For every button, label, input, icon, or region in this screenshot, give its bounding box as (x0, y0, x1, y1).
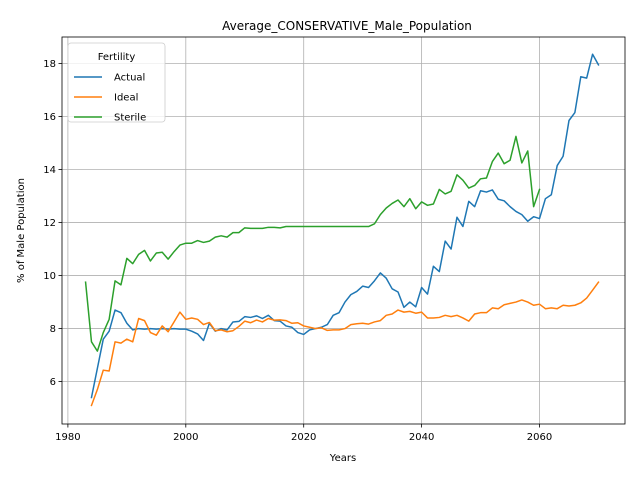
y-tick-label: 12 (43, 218, 56, 229)
legend-title: Fertility (98, 52, 136, 63)
x-tick-label: 1980 (55, 432, 80, 443)
series-line-actual (90, 53, 600, 399)
y-tick-label: 18 (43, 59, 56, 70)
y-tick-label: 14 (43, 165, 56, 176)
y-tick-label: 8 (50, 324, 56, 335)
x-tick-label: 2060 (527, 432, 552, 443)
series-layer (84, 53, 600, 407)
y-axis-ticks: 6 8 10 12 14 16 18 (43, 59, 62, 388)
legend-label-sterile: Sterile (114, 113, 146, 124)
series-line-sterile (84, 135, 541, 352)
legend-item-actual: Actual (74, 73, 145, 84)
legend-item-ideal: Ideal (74, 93, 138, 104)
legend-label-ideal: Ideal (114, 93, 138, 104)
x-axis-ticks: 1980 2000 2020 2040 2060 (55, 424, 552, 443)
legend-item-sterile: Sterile (74, 113, 146, 124)
legend-box (67, 42, 166, 123)
x-axis-label: Years (329, 453, 356, 464)
legend-label-actual: Actual (114, 73, 145, 84)
legend: Fertility Actual Ideal Sterile (67, 42, 166, 124)
x-tick-label: 2040 (409, 432, 434, 443)
y-tick-label: 10 (43, 271, 56, 282)
legend-items: Actual Ideal Sterile (74, 73, 146, 124)
y-tick-label: 6 (50, 377, 56, 388)
y-axis-label: % of Male Population (16, 178, 27, 283)
x-tick-label: 2020 (291, 432, 316, 443)
x-tick-label: 2000 (173, 432, 198, 443)
y-tick-label: 16 (43, 112, 56, 123)
grid-lines (62, 37, 625, 424)
chart-title: Average_CONSERVATIVE_Male_Population (222, 19, 472, 33)
plot-frame (61, 36, 626, 425)
series-line-ideal (90, 281, 600, 407)
